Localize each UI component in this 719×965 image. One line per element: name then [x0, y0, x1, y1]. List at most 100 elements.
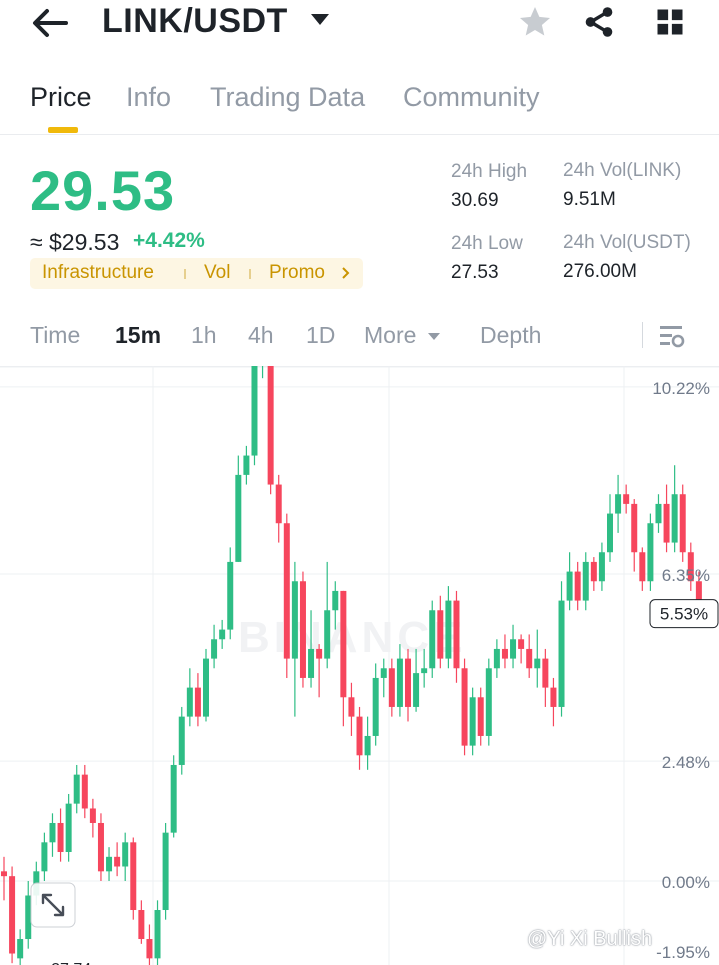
candle-body [65, 803, 72, 852]
stat-value-high: 30.69 [451, 190, 499, 211]
chevron-down-icon[interactable] [311, 14, 329, 25]
binance-watermark: BINANCE [238, 613, 466, 662]
candle-body [299, 581, 306, 678]
candle-body [235, 474, 242, 562]
candlestick-chart[interactable]: BINANCE10.22%6.35%2.48%0.00%-1.95%30.692… [0, 366, 719, 965]
tag-infrastructure[interactable]: Infrastructure [42, 262, 154, 283]
tab-community[interactable]: Community [403, 82, 540, 112]
stat-value-vol-quote: 276.00M [563, 261, 637, 282]
tag-divider [184, 269, 186, 279]
divider [642, 322, 643, 348]
candle-body [73, 774, 80, 804]
interval-1d[interactable]: 1D [306, 322, 336, 348]
interval-more[interactable]: More [364, 322, 417, 348]
tag-promo[interactable]: Promo [269, 262, 325, 283]
candle-body [219, 629, 226, 640]
candle-body [106, 856, 113, 872]
candle-body [405, 658, 411, 707]
candle-body [251, 366, 258, 456]
candle-body [41, 842, 48, 872]
chevron-right-icon[interactable] [341, 267, 351, 279]
candle-body [558, 600, 565, 707]
tag-vol[interactable]: Vol [204, 262, 231, 283]
candle-body [316, 648, 323, 659]
expand-icon[interactable] [41, 893, 65, 917]
watermark-user: @Yi Xi Bullish [527, 928, 653, 950]
star-icon[interactable] [517, 4, 553, 40]
tag-strip[interactable]: Infrastructure Vol Promo [30, 258, 363, 289]
candle-body [510, 639, 517, 659]
trading-pair-title[interactable]: LINK/USDT [102, 2, 288, 40]
candle-body [9, 876, 16, 954]
candle-body [429, 610, 436, 669]
candle-body [396, 658, 403, 707]
interval-bar: Time 15m 1h 4h 1D More Depth [0, 316, 719, 367]
candle-body [469, 697, 476, 746]
candle-body [461, 668, 468, 746]
candle-body [388, 668, 395, 707]
y-axis-tick-label: 6.35% [662, 566, 710, 585]
tab-price[interactable]: Price [30, 82, 92, 112]
stat-label-vol-base: 24h Vol(LINK) [563, 160, 682, 181]
chevron-down-icon[interactable] [428, 333, 440, 340]
candle-body [186, 687, 193, 717]
arrow-left-icon[interactable] [30, 6, 70, 40]
candle-body [308, 648, 315, 678]
candle-body [566, 571, 573, 601]
candle-body [413, 673, 420, 707]
stat-label-vol-quote: 24h Vol(USDT) [563, 232, 691, 253]
candle-body [275, 484, 282, 524]
candle-body [154, 910, 161, 959]
tab-depth[interactable]: Depth [480, 322, 542, 348]
candle-body [542, 658, 549, 688]
candle-body [380, 668, 387, 678]
candle-body [631, 503, 638, 553]
candle-body [89, 808, 96, 823]
candle-body [57, 822, 64, 852]
grid-icon[interactable] [655, 7, 685, 37]
chart-settings-icon[interactable] [658, 324, 686, 350]
candle-body [687, 552, 694, 582]
interval-time[interactable]: Time [30, 322, 81, 348]
candle-body [485, 668, 492, 736]
candle-body [526, 648, 533, 669]
interval-15m[interactable]: 15m [115, 322, 162, 348]
candle-body [146, 939, 153, 959]
candle-body [122, 842, 129, 867]
candle-body [356, 716, 363, 756]
candle-body [647, 523, 654, 582]
tab-info[interactable]: Info [126, 82, 172, 112]
candle-body [178, 716, 185, 765]
share-icon[interactable] [582, 4, 616, 40]
interval-1h[interactable]: 1h [191, 322, 217, 348]
candle-body [695, 581, 702, 611]
y-axis-tick-label: 0.00% [662, 873, 710, 892]
candle-body [340, 590, 347, 698]
candle-body [348, 697, 355, 717]
candle-body [493, 648, 500, 669]
candle-body [445, 600, 452, 659]
candle-body [130, 842, 137, 911]
candle-body [283, 523, 290, 659]
candle-body [453, 600, 460, 669]
stat-label-low: 24h Low [451, 233, 523, 254]
candle-body [550, 687, 557, 707]
top-bar: LINK/USDT [0, 0, 719, 56]
candle-body [81, 774, 88, 809]
candle-body [598, 552, 605, 582]
candle-body [194, 687, 201, 717]
interval-4h[interactable]: 4h [248, 322, 274, 348]
current-price-box [649, 599, 719, 629]
candle-body [671, 494, 678, 543]
tab-trading-data[interactable]: Trading Data [210, 82, 366, 112]
min-price-label: 27.74 [51, 961, 91, 965]
candle-body [534, 658, 541, 669]
candle-body [324, 610, 331, 659]
candle-body [655, 503, 662, 524]
candle-body [114, 856, 121, 867]
candle-body [582, 561, 589, 601]
candle-body [518, 639, 525, 649]
candle-body [615, 494, 622, 514]
candle-body [477, 697, 484, 736]
price-change-percent: +4.42% [133, 229, 205, 252]
